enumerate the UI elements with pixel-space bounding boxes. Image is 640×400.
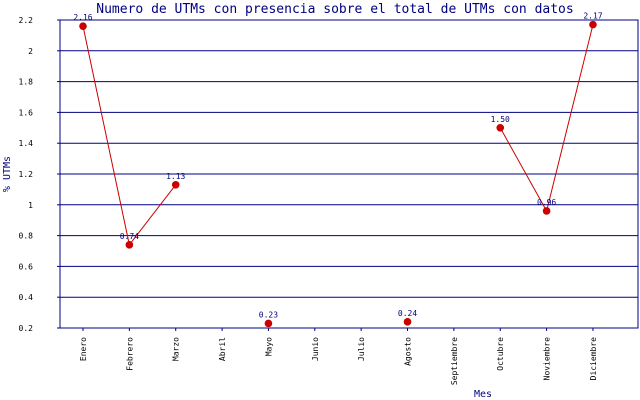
chart-title: Numero de UTMs con presencia sobre el to…: [96, 2, 573, 17]
data-label: 1.13: [166, 172, 185, 181]
y-tick-label: 1.8: [19, 78, 34, 87]
y-tick-label: 2.2: [19, 16, 34, 25]
data-point: [264, 319, 273, 328]
x-tick-label: Diciembre: [589, 337, 598, 381]
x-tick-label: Octubre: [496, 337, 505, 371]
y-tick-label: 0.8: [19, 232, 34, 241]
y-tick-label: 1.6: [19, 108, 34, 117]
data-point: [542, 207, 551, 215]
data-point: [589, 20, 597, 29]
data-label: 1.50: [491, 115, 510, 124]
x-tick-label: Enero: [79, 337, 88, 361]
data-labels: 2.16 0.74 1.13 0.23 0.24 1.50 0.96 2.17: [73, 12, 602, 320]
data-point: [403, 318, 412, 326]
grid-lines: [57, 19, 638, 329]
data-point: [496, 124, 505, 132]
series-layer: [79, 20, 597, 328]
y-tick-label: 2: [28, 47, 33, 56]
data-label: 2.17: [583, 12, 602, 21]
series-line-segment: [128, 184, 177, 246]
y-tick-label: 0.6: [19, 262, 34, 271]
y-tick-label: 1.4: [19, 139, 34, 148]
data-label: 0.96: [537, 198, 556, 207]
x-tick-label: Marzo: [172, 337, 181, 361]
data-label: 2.16: [73, 13, 92, 22]
y-axis-label: % UTMs: [2, 156, 13, 192]
x-tick-label: Julio: [357, 337, 366, 361]
series-line-segment: [499, 127, 548, 212]
data-point: [125, 241, 134, 249]
y-tick-labels: 0.2 0.4 0.6 0.8 1 1.2 1.4 1.6 1.8 2 2.2: [19, 16, 34, 333]
x-tick-label: Septiembre: [450, 337, 459, 385]
x-tick-label: Agosto: [404, 337, 413, 366]
x-tick-label: Noviembre: [543, 337, 552, 381]
x-tick-label: Mayo: [264, 337, 273, 356]
data-label: 0.74: [120, 232, 139, 241]
x-axis-label: Mes: [474, 389, 492, 400]
series-line-segment: [82, 26, 130, 245]
x-tick-label: Abril: [218, 337, 227, 361]
y-tick-label: 0.2: [19, 324, 34, 333]
data-label: 0.24: [398, 309, 417, 318]
series-line-segment: [546, 24, 594, 212]
y-tick-label: 1: [28, 201, 33, 210]
data-label: 0.23: [259, 310, 278, 319]
x-tick-label: Junio: [311, 337, 320, 361]
y-tick-label: 1.2: [19, 170, 34, 179]
y-tick-label: 0.4: [19, 293, 34, 302]
data-point: [79, 22, 87, 30]
x-tick-label: Febrero: [125, 337, 134, 371]
data-point: [171, 180, 180, 189]
x-tick-labels: Enero Febrero Marzo Abril Mayo Junio Julio Agos…: [79, 328, 598, 385]
